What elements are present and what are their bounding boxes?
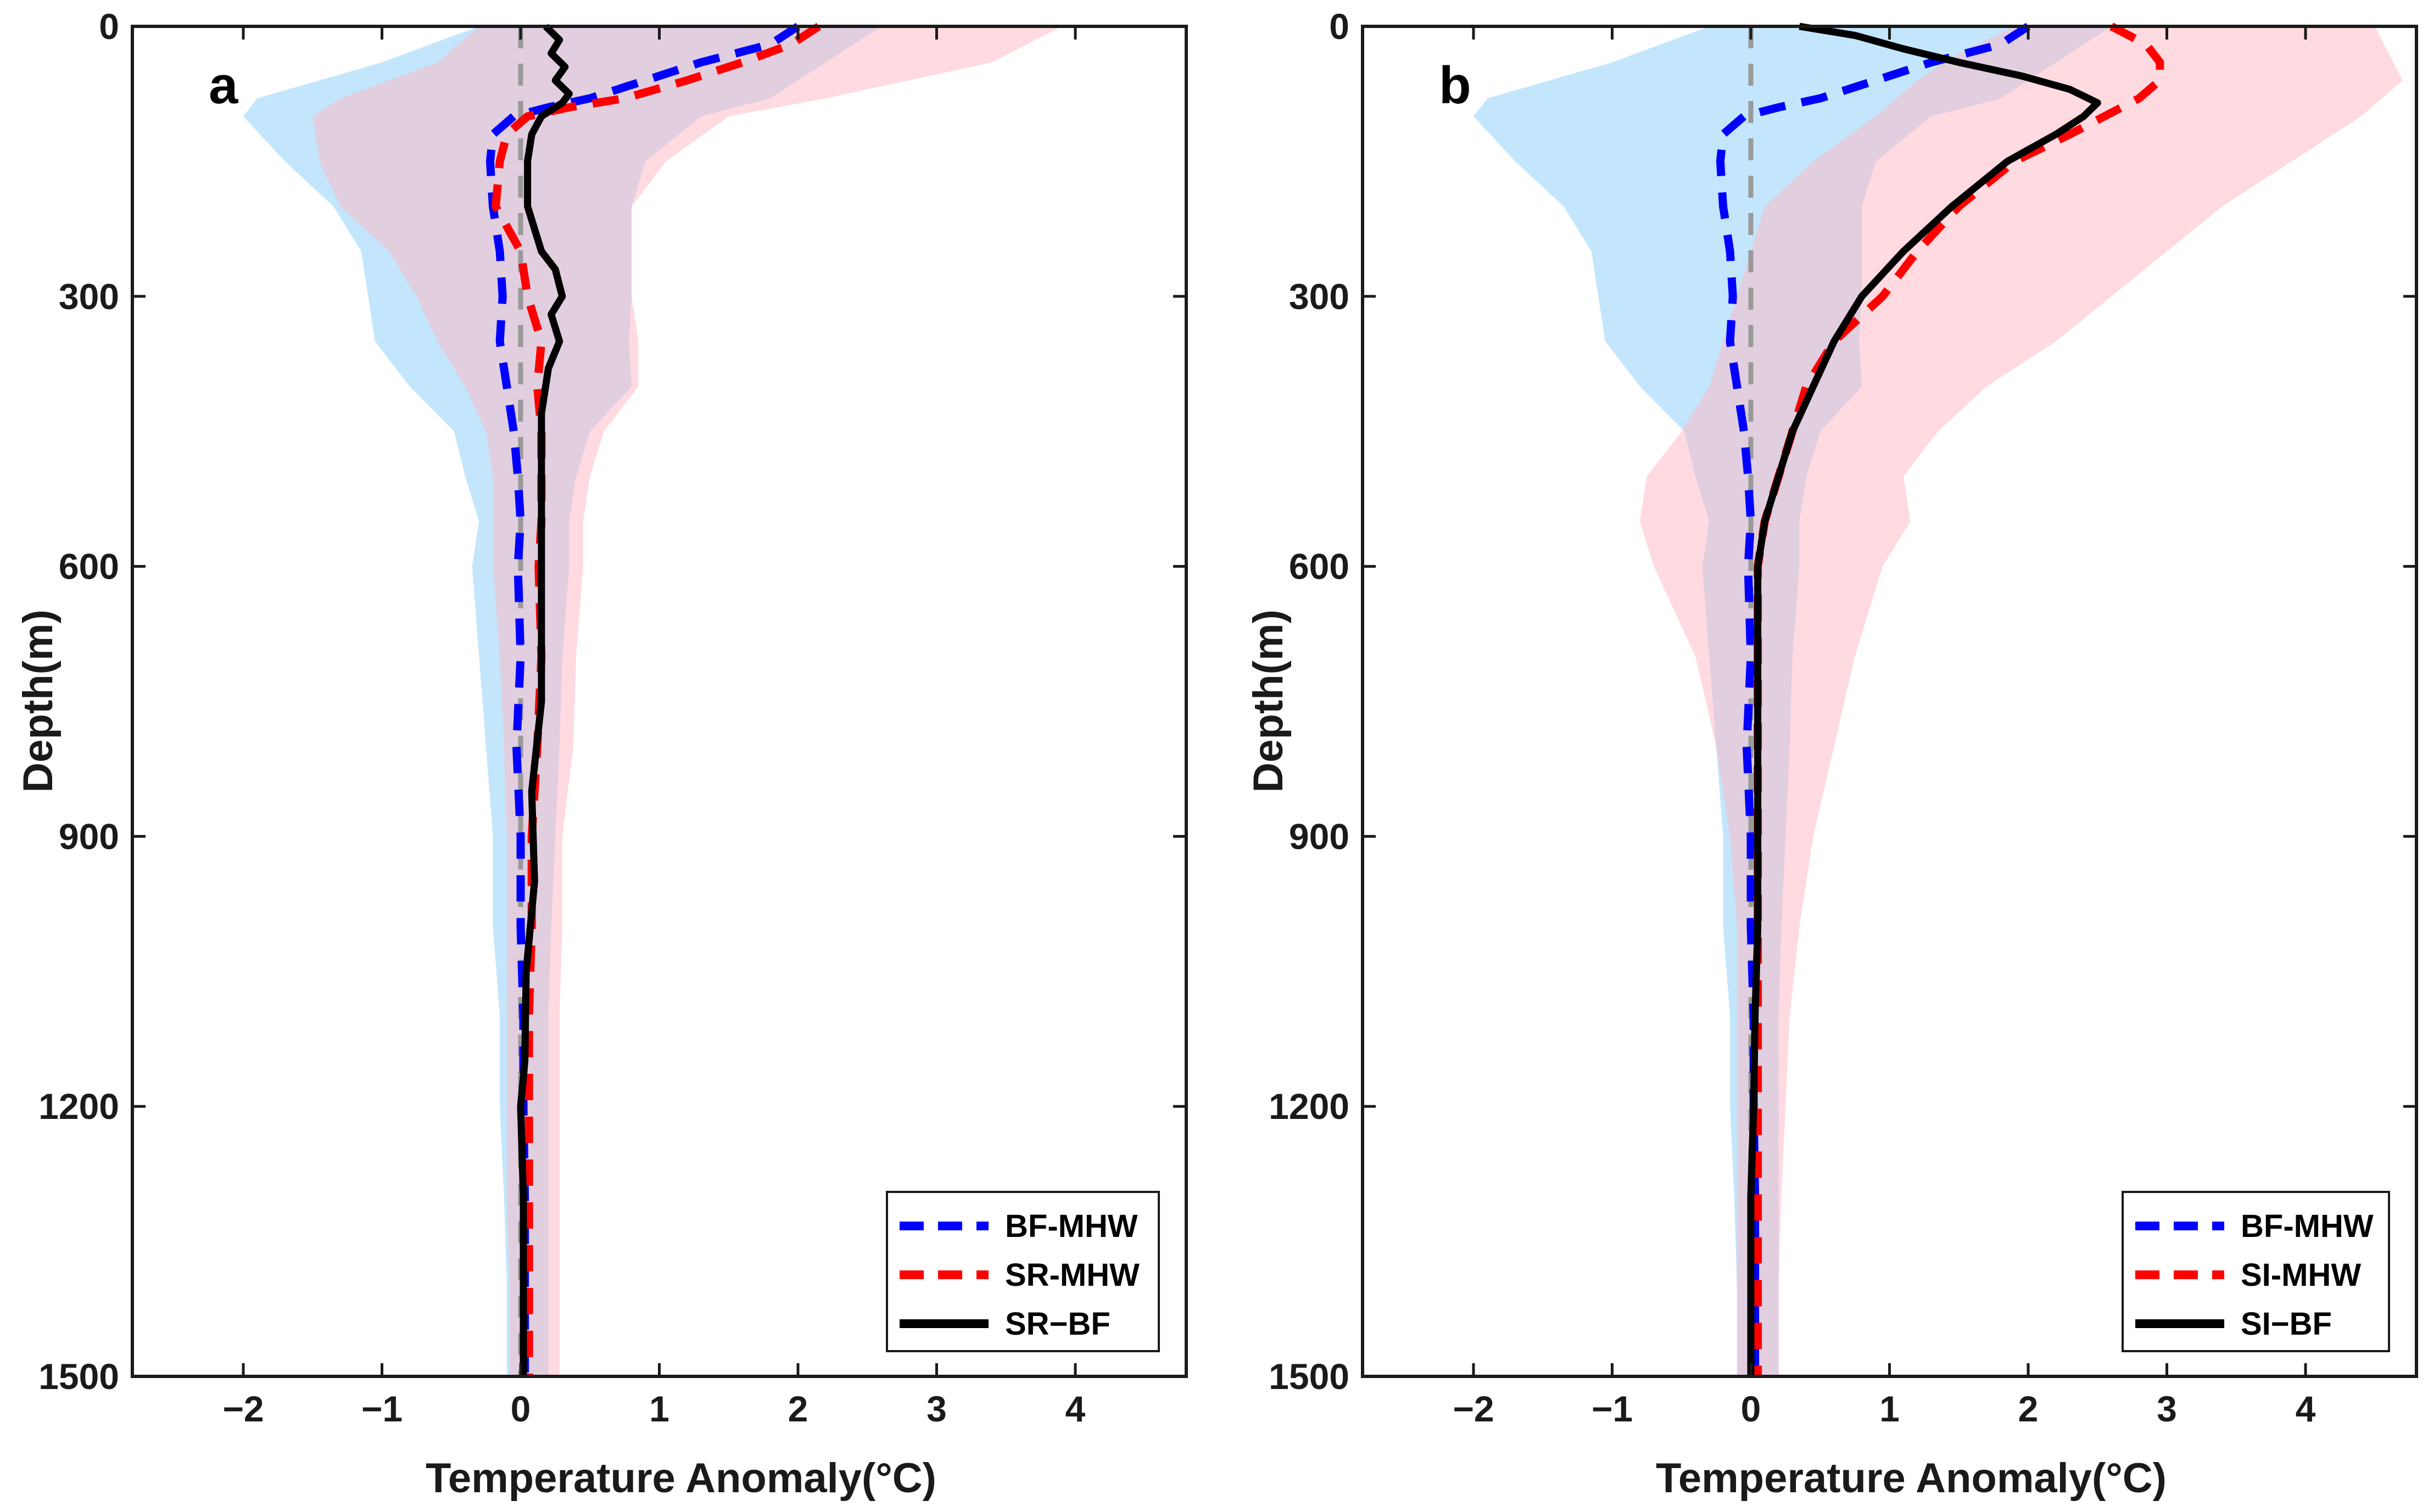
y-axis-ticks: 0 300 600 900 1200 1500 bbox=[38, 6, 1186, 1397]
y-axis-ticks: 0 300 600 900 1200 1500 bbox=[1269, 6, 2416, 1397]
y-tick-label: 900 bbox=[59, 816, 119, 856]
panel-b: −2 −1 0 1 2 3 4 0 300 600 900 1200 1500 b Temperatu… bbox=[1245, 6, 2418, 1502]
y-tick-label: 0 bbox=[1329, 6, 1349, 47]
panel-label: b bbox=[1439, 56, 1471, 115]
series-line-sr-bf bbox=[517, 24, 573, 1376]
x-tick-label: 4 bbox=[1065, 1388, 1086, 1429]
y-axis-title: Depth(m) bbox=[1245, 609, 1292, 793]
x-axis-ticks: −2 −1 0 1 2 3 4 bbox=[222, 26, 1086, 1429]
x-tick-label: 4 bbox=[2296, 1388, 2316, 1429]
panel-label: a bbox=[209, 56, 238, 115]
x-tick-label: 3 bbox=[926, 1388, 947, 1429]
legend-label-bf-mhw: BF-MHW bbox=[1005, 1208, 1138, 1244]
x-tick-label: 1 bbox=[649, 1388, 669, 1429]
legend-label-si-mhw: SI-MHW bbox=[2241, 1257, 2361, 1293]
y-tick-label: 0 bbox=[99, 6, 119, 47]
legend-label-sr-bf: SR−BF bbox=[1005, 1306, 1110, 1342]
series-layer bbox=[1716, 23, 2164, 1376]
y-tick-label: 300 bbox=[1289, 276, 1349, 317]
legend-label-bf-mhw: BF-MHW bbox=[2241, 1208, 2374, 1244]
x-tick-label: 2 bbox=[788, 1388, 808, 1429]
x-tick-label: 3 bbox=[2157, 1388, 2177, 1429]
shaded-band-bf-mhw-spread bbox=[1473, 26, 2112, 1376]
x-tick-label: −2 bbox=[222, 1388, 264, 1429]
series-line-si-bf bbox=[1747, 23, 2101, 1376]
shading-layer bbox=[1473, 26, 2403, 1376]
panel-a: −2 −1 0 1 2 3 4 0 300 600 900 1200 1500 a Temperatu… bbox=[15, 6, 1188, 1502]
x-tick-label: 2 bbox=[2018, 1388, 2039, 1429]
x-tick-label: −2 bbox=[1453, 1388, 1494, 1429]
x-axis-title: Temperature Anomaly(°C) bbox=[1656, 1455, 2167, 1502]
legend-label-sr-mhw: SR-MHW bbox=[1005, 1257, 1140, 1293]
y-tick-label: 1500 bbox=[1269, 1356, 1349, 1397]
series-line-sr-mhw bbox=[492, 23, 821, 1376]
shaded-band-bf-mhw-spread bbox=[243, 26, 881, 1376]
y-tick-label: 600 bbox=[1289, 546, 1349, 587]
series-layer bbox=[485, 23, 821, 1376]
legend-label-si-bf: SI−BF bbox=[2241, 1306, 2332, 1342]
x-axis-title: Temperature Anomaly(°C) bbox=[426, 1455, 936, 1502]
y-tick-label: 1200 bbox=[1269, 1086, 1349, 1127]
y-tick-label: 600 bbox=[59, 546, 119, 587]
y-axis-title: Depth(m) bbox=[15, 609, 62, 793]
x-tick-label: 0 bbox=[511, 1388, 531, 1429]
y-tick-label: 1200 bbox=[38, 1086, 119, 1127]
shaded-band-si-mhw-spread bbox=[1640, 26, 2403, 1376]
x-tick-label: −1 bbox=[361, 1388, 403, 1429]
legend: BF-MHW SI-MHW SI−BF bbox=[2122, 1191, 2390, 1352]
legend: BF-MHW SR-MHW SR−BF bbox=[886, 1191, 1160, 1352]
x-axis-ticks: −2 −1 0 1 2 3 4 bbox=[1453, 26, 2316, 1429]
y-tick-label: 1500 bbox=[38, 1356, 119, 1397]
x-tick-label: 0 bbox=[1741, 1388, 1761, 1429]
x-tick-label: 1 bbox=[1879, 1388, 1900, 1429]
y-tick-label: 900 bbox=[1289, 816, 1349, 856]
x-tick-label: −1 bbox=[1592, 1388, 1633, 1429]
y-tick-label: 300 bbox=[59, 276, 119, 317]
plot-area bbox=[132, 26, 1186, 1376]
